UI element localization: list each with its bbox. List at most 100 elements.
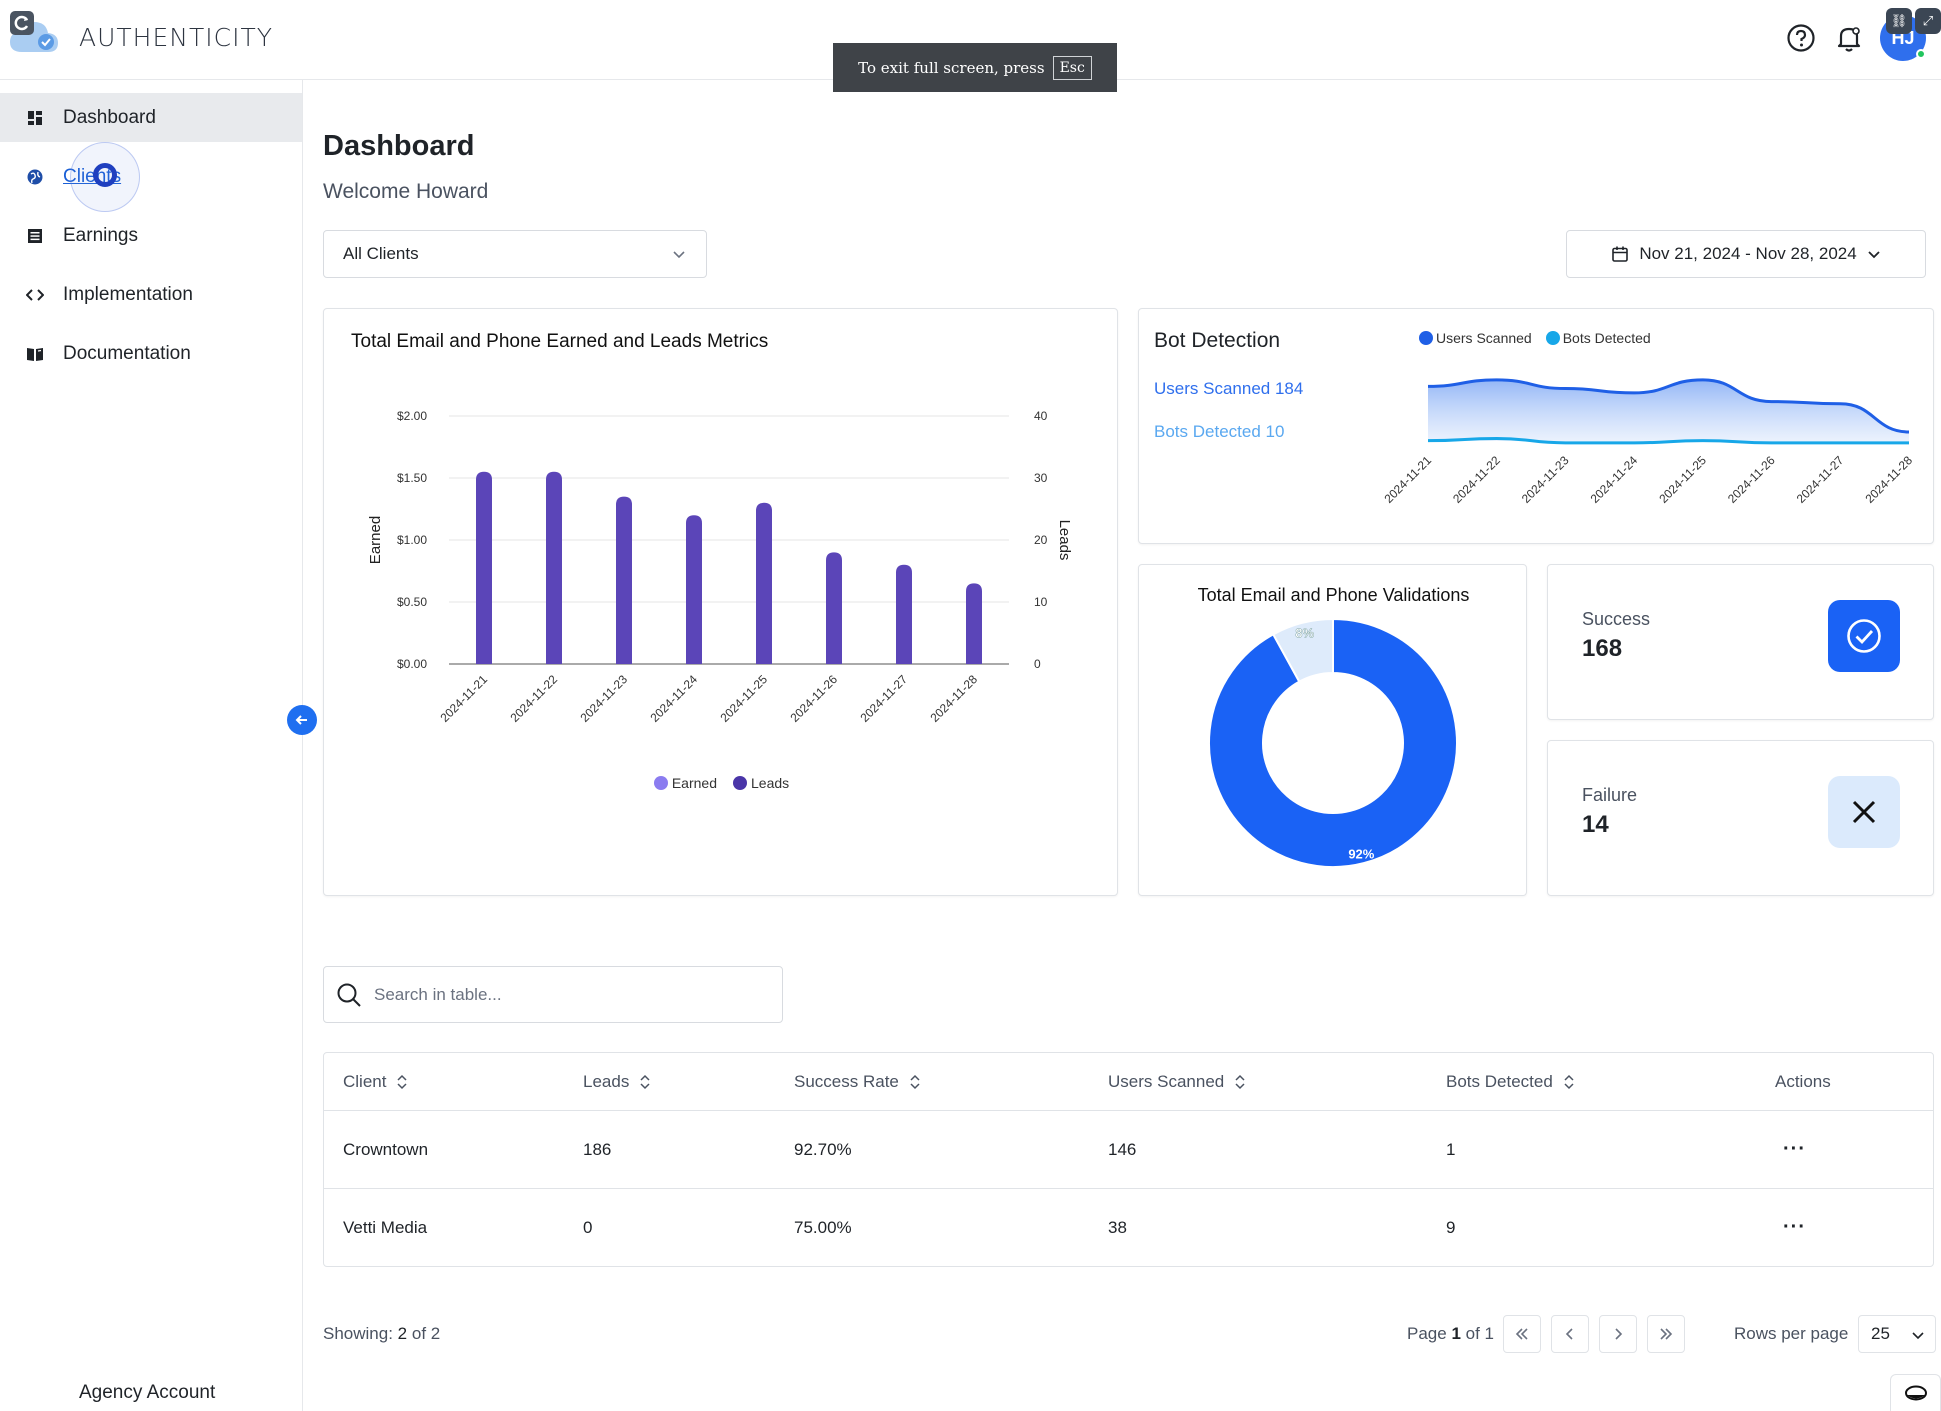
y-tick-label-left: $1.00 (397, 533, 427, 547)
sidebar-item-earnings[interactable]: Earnings (0, 211, 302, 260)
legend-item-users-scanned[interactable]: Users Scanned (1419, 330, 1532, 346)
cell-bots-detected: 9 (1446, 1217, 1456, 1237)
sidebar-item-label: Dashboard (63, 106, 156, 128)
legend-label: Earned (671, 775, 717, 791)
toast-text: To exit full screen, press (858, 58, 1045, 77)
sidebar-item-implementation[interactable]: Implementation (0, 270, 302, 319)
table-search[interactable] (323, 966, 783, 1023)
notification-bell-icon[interactable] (1833, 22, 1865, 54)
showing-count: Showing: 2 of 2 (323, 1324, 440, 1344)
rows-per-page-select[interactable]: 25 (1858, 1315, 1936, 1353)
x-tick-label: 2024-11-25 (1656, 453, 1709, 506)
last-page-button[interactable] (1647, 1315, 1685, 1353)
column-header-users-scanned[interactable]: Users Scanned (1108, 1053, 1246, 1110)
bar-leads (546, 471, 562, 664)
failure-value: 14 (1582, 811, 1609, 838)
arrow-left-icon (295, 715, 307, 725)
sort-icon (1235, 1074, 1245, 1089)
help-icon[interactable] (1785, 22, 1817, 54)
column-header-client[interactable]: Client (343, 1053, 408, 1110)
brand-name: AUTHENTICITY (79, 23, 273, 52)
column-label: Bots Detected (1446, 1071, 1553, 1091)
line-bots-detected (1427, 436, 1909, 445)
column-label: Success Rate (794, 1071, 899, 1091)
chevron-down-icon (1868, 251, 1880, 259)
cell-users-scanned: 38 (1108, 1217, 1127, 1237)
cell-leads: 186 (583, 1139, 612, 1159)
prev-page-button[interactable] (1551, 1315, 1589, 1353)
donut-label-success: 92% (1348, 846, 1374, 861)
search-input[interactable] (374, 984, 754, 1005)
row-actions-button[interactable]: ··· (1783, 1216, 1806, 1238)
cell-client: Vetti Media (343, 1217, 428, 1237)
cell-users-scanned: 146 (1108, 1139, 1137, 1159)
expand-icon[interactable]: ⤢ (1915, 8, 1941, 34)
success-value: 168 (1582, 635, 1623, 662)
next-page-button[interactable] (1599, 1315, 1637, 1353)
legend-item-bots-detected[interactable]: Bots Detected (1545, 330, 1651, 346)
failure-label: Failure (1582, 785, 1638, 805)
sidebar-item-documentation[interactable]: Documentation (0, 329, 302, 378)
date-range-value: Nov 21, 2024 - Nov 28, 2024 (1639, 244, 1857, 263)
column-label: Actions (1775, 1071, 1831, 1091)
failure-x-icon (1828, 776, 1900, 848)
x-tick-label: 2024-11-26 (1725, 453, 1778, 506)
cell-success-rate: 92.70% (794, 1139, 852, 1159)
date-range-picker[interactable]: Nov 21, 2024 - Nov 28, 2024 (1566, 230, 1926, 278)
cell-leads: 0 (583, 1217, 593, 1237)
column-label: Client (343, 1071, 387, 1091)
page-title: Dashboard (323, 130, 475, 162)
chevrons-right-icon (1660, 1328, 1673, 1340)
x-tick-label: 2024-11-22 (507, 672, 560, 725)
page-indicator: Page 1 of 1 (1407, 1324, 1494, 1344)
y-axis-label-left: Earned (367, 516, 384, 564)
y-axis-label-right: Leads (1056, 520, 1073, 561)
x-tick-label: 2024-11-26 (787, 672, 840, 725)
legend-item-earned[interactable]: Earned (653, 775, 717, 791)
sidebar-item-label: Implementation (63, 283, 193, 305)
column-header-success-rate[interactable]: Success Rate (794, 1053, 921, 1110)
authenticity-logo[interactable] (6, 8, 62, 54)
globe-icon (25, 167, 45, 187)
cell-success-rate: 75.00% (794, 1217, 852, 1237)
line-users-scanned (1427, 378, 1910, 434)
table-row[interactable]: Vetti Media 0 75.00% 38 9 ··· (324, 1188, 1933, 1266)
earned-leads-chart-card: Total Email and Phone Earned and Leads M… (323, 308, 1118, 896)
success-metric-card: Success 168 (1547, 564, 1934, 720)
list-icon (25, 226, 45, 246)
dashboard-icon (25, 108, 45, 128)
column-header-leads[interactable]: Leads (583, 1053, 651, 1110)
top-header: AUTHENTICITY To exit full screen, press … (0, 0, 1941, 92)
bot-detection-card: Bot Detection Users Scanned 184 Bots Det… (1138, 308, 1934, 544)
chevron-right-icon (1615, 1328, 1623, 1340)
first-page-button[interactable] (1503, 1315, 1541, 1353)
agency-account[interactable]: Agency Account (79, 1382, 216, 1403)
sidebar-item-dashboard[interactable]: Dashboard (0, 93, 302, 142)
failure-metric-card: Failure 14 (1547, 740, 1934, 896)
client-select[interactable]: All Clients (323, 230, 707, 278)
earned-chart-title: Total Email and Phone Earned and Leads M… (351, 331, 769, 352)
row-actions-button[interactable]: ··· (1783, 1138, 1806, 1160)
showing-suffix: of 2 (411, 1324, 441, 1343)
area-users-scanned (1428, 379, 1909, 443)
validations-title: Total Email and Phone Validations (1197, 585, 1470, 605)
earned-chart-legend: Earned Leads (324, 775, 1119, 791)
table-row[interactable]: Crowntown 186 92.70% 146 1 ··· (324, 1110, 1933, 1188)
y-tick-label-right: 20 (1034, 533, 1048, 547)
bar-leads (686, 515, 702, 664)
link-icon[interactable]: ⛓ (1886, 8, 1912, 34)
cell-bots-detected: 1 (1446, 1139, 1456, 1159)
legend-label: Bots Detected (1562, 330, 1651, 346)
bar-leads (826, 552, 842, 664)
column-header-bots-detected[interactable]: Bots Detected (1446, 1053, 1575, 1110)
x-tick-label: 2024-11-23 (1519, 453, 1572, 506)
x-tick-label: 2024-11-21 (437, 672, 490, 725)
chevrons-left-icon (1515, 1328, 1528, 1340)
donut-label-failure: 8% (1295, 626, 1314, 641)
online-status-dot (1916, 49, 1926, 59)
sidebar-item-clients[interactable]: Clients (0, 152, 302, 201)
collapse-sidebar-button[interactable] (287, 705, 317, 735)
x-tick-label: 2024-11-25 (717, 672, 770, 725)
legend-item-leads[interactable]: Leads (733, 775, 789, 791)
support-widget[interactable] (1890, 1374, 1941, 1411)
